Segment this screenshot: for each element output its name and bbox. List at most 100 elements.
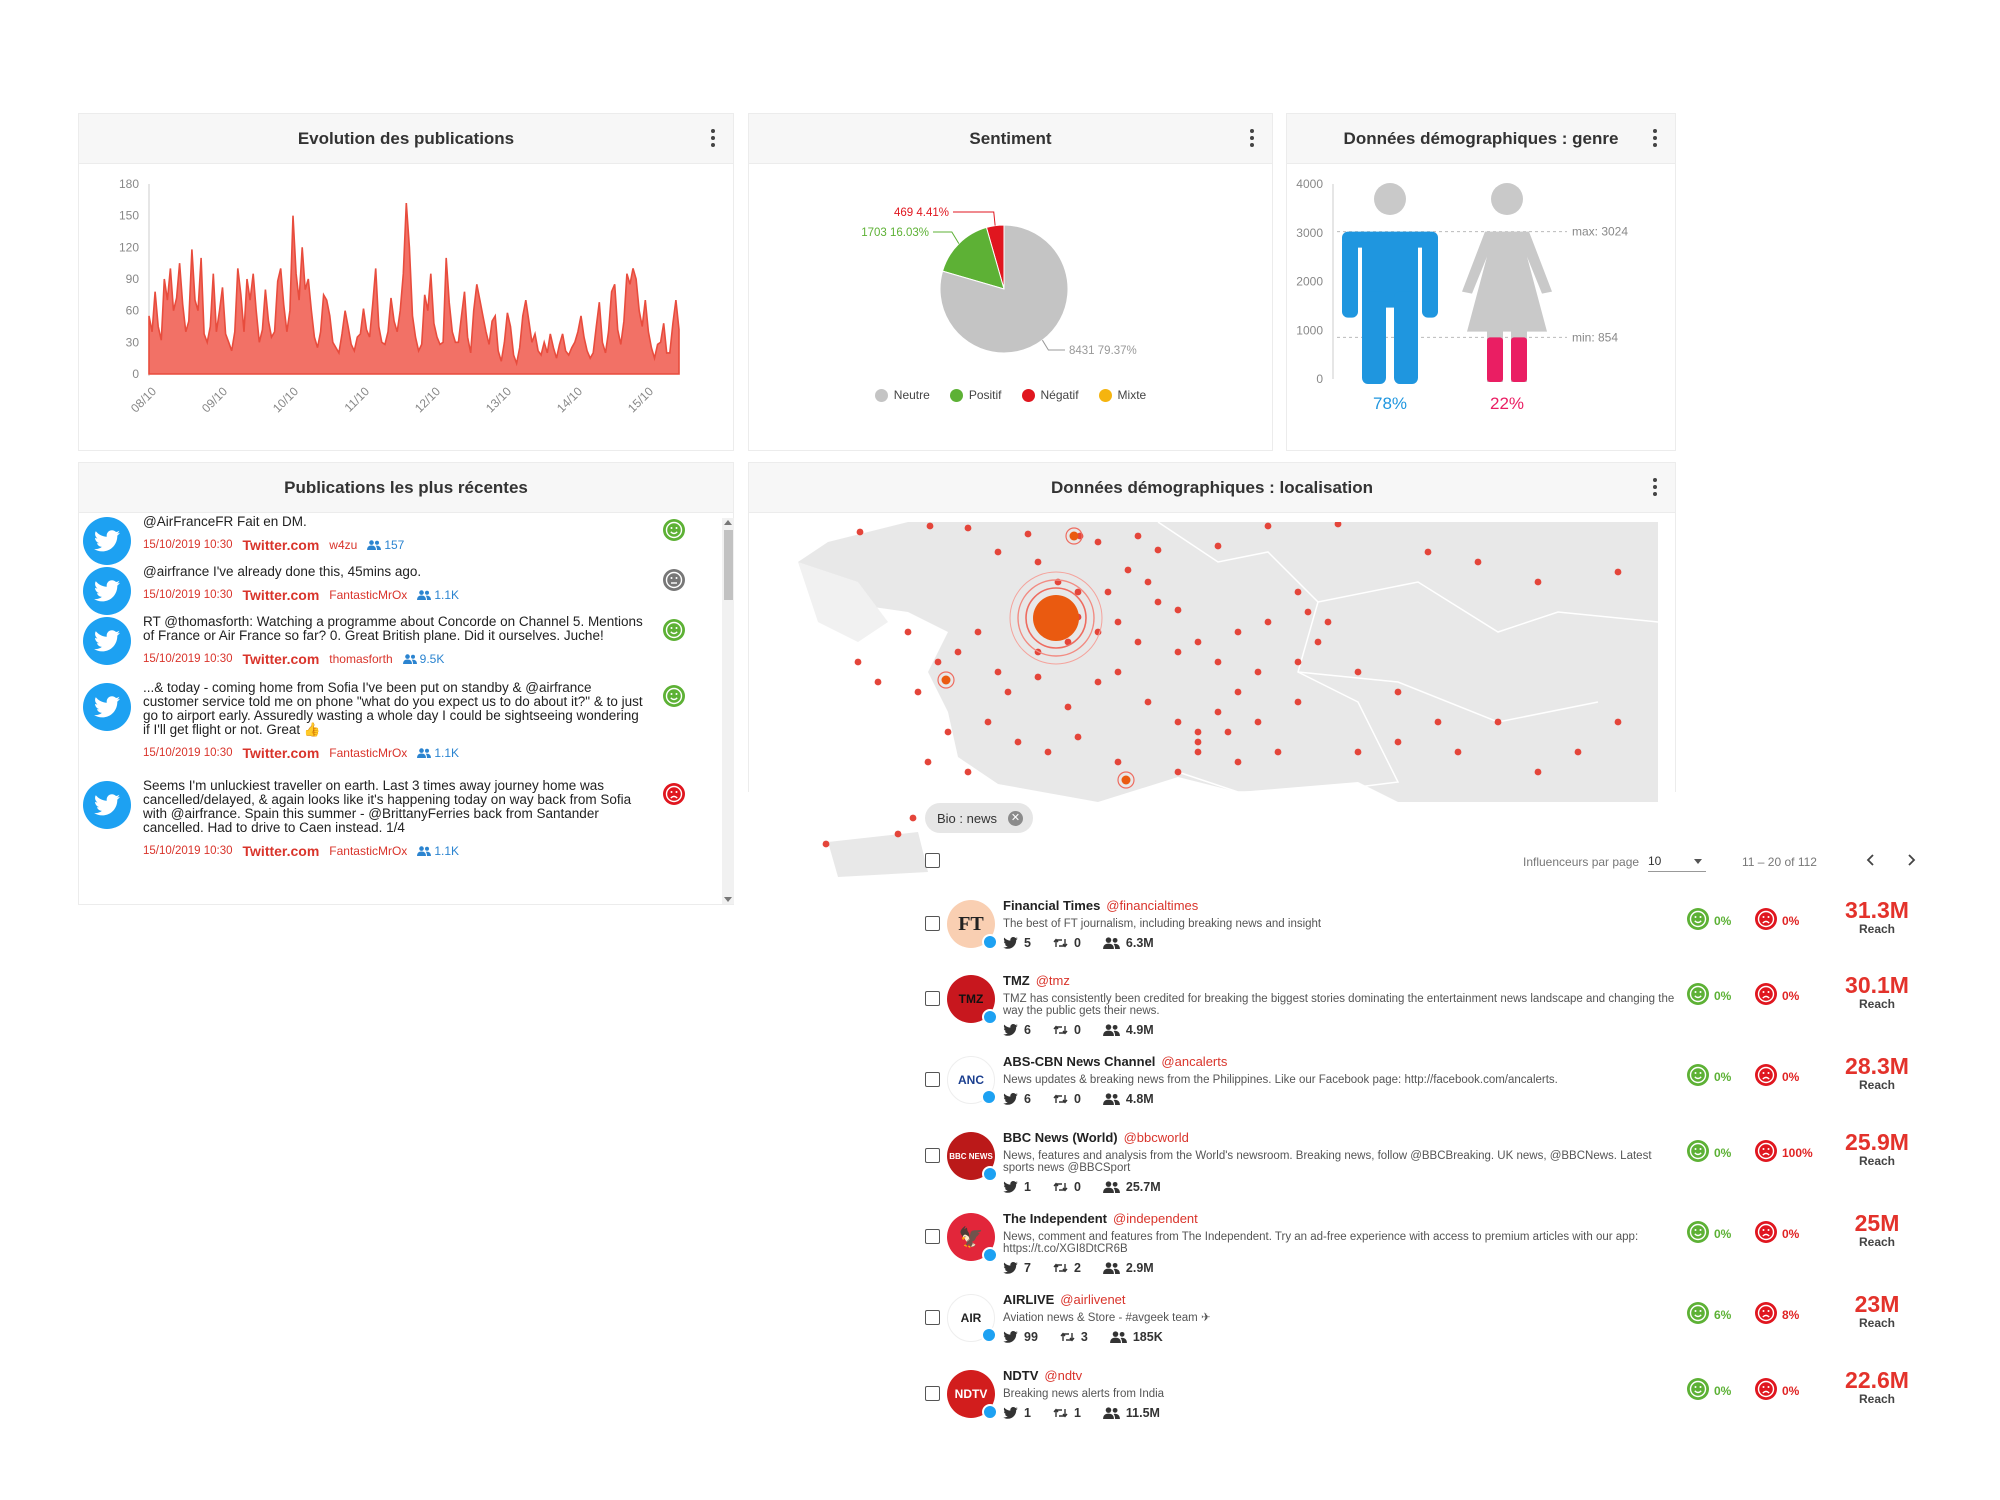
- map-marker[interactable]: [1174, 648, 1182, 656]
- map-marker[interactable]: [1424, 548, 1432, 556]
- publication-user-link[interactable]: thomasforth: [329, 652, 393, 666]
- map-marker[interactable]: [1294, 588, 1302, 596]
- previous-page-icon[interactable]: [1864, 853, 1878, 867]
- influencer-row[interactable]: ANC ABS-CBN News Channel @ancalerts News …: [925, 1054, 1925, 1128]
- map-marker[interactable]: [1144, 578, 1152, 586]
- map-marker[interactable]: [1274, 748, 1282, 756]
- map-marker[interactable]: [1294, 658, 1302, 666]
- publication-user-link[interactable]: FantasticMrOx: [329, 844, 408, 858]
- map-marker[interactable]: [1454, 748, 1462, 756]
- legend-item-mixte[interactable]: Mixte: [1098, 388, 1146, 402]
- map-marker[interactable]: [854, 658, 862, 666]
- publication-source-link[interactable]: Twitter.com: [242, 587, 320, 603]
- map-marker[interactable]: [1534, 768, 1542, 776]
- publication-area[interactable]: [148, 202, 680, 375]
- map-marker[interactable]: [1264, 522, 1272, 530]
- map-marker[interactable]: [1434, 718, 1442, 726]
- publication-source-link[interactable]: Twitter.com: [242, 651, 320, 667]
- map-marker[interactable]: [856, 528, 864, 536]
- row-checkbox[interactable]: [925, 1386, 940, 1401]
- map-marker[interactable]: [954, 648, 962, 656]
- pie-slice-neutre[interactable]: [939, 224, 1069, 354]
- map-marker[interactable]: [994, 668, 1002, 676]
- male-figure[interactable]: [1342, 183, 1438, 384]
- sentiment-menu-icon[interactable]: [1248, 127, 1256, 149]
- map-marker[interactable]: [894, 830, 902, 838]
- filter-chip[interactable]: Bio : news ✕: [925, 803, 1033, 833]
- location-map[interactable]: [798, 522, 1658, 877]
- map-marker[interactable]: [1014, 738, 1022, 746]
- publication-user-link[interactable]: FantasticMrOx: [329, 588, 408, 602]
- map-marker[interactable]: [1534, 578, 1542, 586]
- map-marker[interactable]: [1034, 673, 1042, 681]
- influencer-name[interactable]: TMZ: [1003, 973, 1030, 988]
- influencer-name[interactable]: The Independent: [1003, 1211, 1107, 1226]
- map-marker[interactable]: [1114, 668, 1122, 676]
- map-marker[interactable]: [1194, 748, 1202, 756]
- publication-item[interactable]: Seems I'm unluckiest traveller on earth.…: [79, 779, 719, 859]
- map-marker[interactable]: [1044, 748, 1052, 756]
- publication-source-link[interactable]: Twitter.com: [242, 745, 320, 761]
- map-marker[interactable]: [1154, 546, 1162, 554]
- map-marker[interactable]: [1254, 668, 1262, 676]
- scroll-thumb[interactable]: [724, 530, 733, 600]
- influencer-name[interactable]: NDTV: [1003, 1368, 1039, 1383]
- publication-item[interactable]: @AirFranceFR Fait en DM. 15/10/2019 10:3…: [79, 515, 719, 565]
- map-marker[interactable]: [1214, 658, 1222, 666]
- publication-item[interactable]: @airfrance I've already done this, 45min…: [79, 565, 719, 615]
- row-checkbox[interactable]: [925, 1072, 940, 1087]
- map-cluster-marker[interactable]: [937, 671, 955, 689]
- map-marker[interactable]: [1354, 748, 1362, 756]
- select-all-checkbox[interactable]: [925, 853, 940, 868]
- map-marker[interactable]: [1154, 598, 1162, 606]
- map-marker[interactable]: [1114, 758, 1122, 766]
- map-marker[interactable]: [994, 548, 1002, 556]
- map-marker[interactable]: [904, 628, 912, 636]
- legend-item-positif[interactable]: Positif: [949, 388, 1002, 402]
- map-marker[interactable]: [1034, 558, 1042, 566]
- per-page-select[interactable]: 10: [1648, 850, 1706, 872]
- map-marker[interactable]: [1194, 738, 1202, 746]
- legend-item-négatif[interactable]: Négatif: [1021, 388, 1079, 402]
- next-page-icon[interactable]: [1904, 853, 1918, 867]
- map-marker[interactable]: [1394, 688, 1402, 696]
- map-marker[interactable]: [1064, 638, 1072, 646]
- publication-user-link[interactable]: FantasticMrOx: [329, 746, 408, 760]
- map-marker[interactable]: [822, 840, 830, 848]
- influencer-handle[interactable]: @tmz: [1035, 973, 1070, 988]
- map-marker[interactable]: [1094, 678, 1102, 686]
- influencer-name[interactable]: BBC News (World): [1003, 1130, 1118, 1145]
- publication-source-link[interactable]: Twitter.com: [242, 843, 320, 859]
- map-marker[interactable]: [1134, 532, 1142, 540]
- map-marker[interactable]: [1474, 558, 1482, 566]
- map-marker[interactable]: [1174, 768, 1182, 776]
- influencer-handle[interactable]: @independent: [1113, 1211, 1198, 1226]
- map-marker[interactable]: [1214, 708, 1222, 716]
- map-marker[interactable]: [1574, 748, 1582, 756]
- influencer-name[interactable]: ABS-CBN News Channel: [1003, 1054, 1156, 1069]
- map-marker[interactable]: [1264, 618, 1272, 626]
- map-marker[interactable]: [944, 728, 952, 736]
- map-marker[interactable]: [1234, 688, 1242, 696]
- influencer-name[interactable]: AIRLIVE: [1003, 1292, 1055, 1307]
- map-marker[interactable]: [1314, 638, 1322, 646]
- map-marker[interactable]: [1354, 668, 1362, 676]
- map-marker[interactable]: [1124, 566, 1132, 574]
- map-marker[interactable]: [1094, 538, 1102, 546]
- map-marker[interactable]: [934, 658, 942, 666]
- map-marker[interactable]: [1224, 728, 1232, 736]
- publication-source-link[interactable]: Twitter.com: [242, 537, 320, 553]
- influencer-handle[interactable]: @ndtv: [1044, 1368, 1083, 1383]
- chip-remove-icon[interactable]: ✕: [1007, 811, 1023, 826]
- gender-menu-icon[interactable]: [1651, 127, 1659, 149]
- influencer-row[interactable]: AIR AIRLIVE @airlivenet Aviation news & S…: [925, 1292, 1925, 1366]
- map-marker[interactable]: [1334, 522, 1342, 528]
- map-marker[interactable]: [1614, 568, 1622, 576]
- influencer-row[interactable]: NDTV NDTV @ndtv Breaking news alerts from…: [925, 1368, 1925, 1442]
- map-marker[interactable]: [1174, 718, 1182, 726]
- influencer-row[interactable]: FT Financial Times @financialtimes The be…: [925, 898, 1925, 972]
- scroll-up-icon[interactable]: [724, 520, 732, 525]
- map-marker[interactable]: [1194, 728, 1202, 736]
- map-marker[interactable]: [1074, 733, 1082, 741]
- map-marker[interactable]: [1174, 606, 1182, 614]
